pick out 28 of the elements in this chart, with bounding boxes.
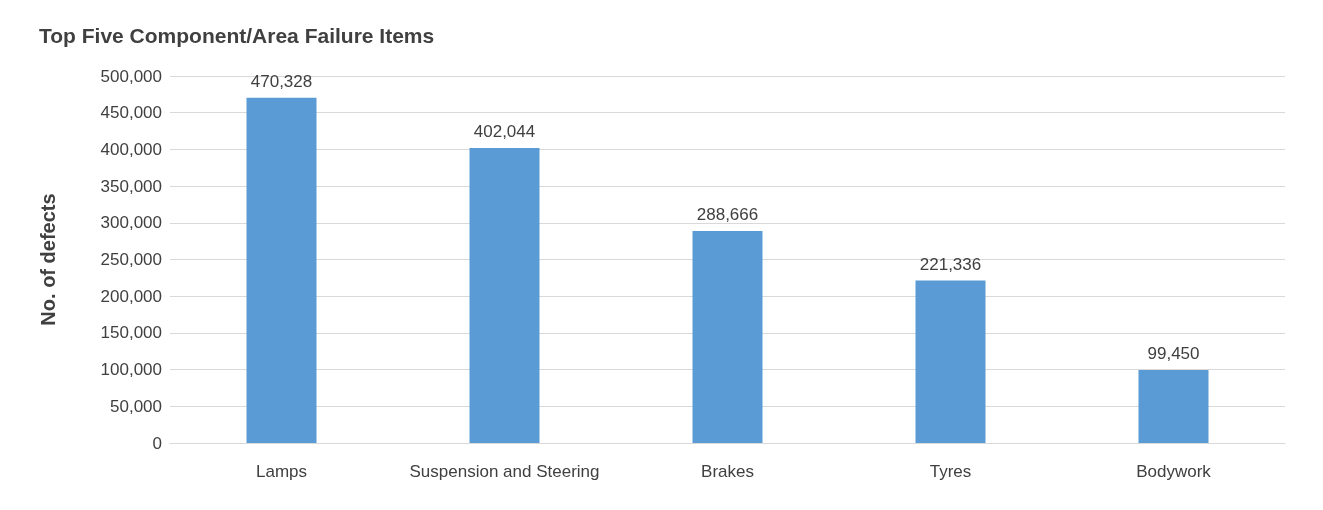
x-tick-label: Tyres [929, 462, 972, 481]
y-tick-label: 250,000 [100, 250, 162, 269]
x-tick-label: Suspension and Steering [409, 462, 600, 481]
x-tick-label: Lamps [255, 462, 308, 481]
y-tick-label: 400,000 [100, 139, 162, 159]
y-tick-label: 500,000 [100, 66, 162, 86]
y-tick-label: 300,000 [100, 213, 162, 233]
y-tick-label: 50,000 [110, 396, 162, 416]
bar [692, 231, 763, 443]
y-tick-label: 150,000 [100, 323, 162, 343]
x-tick-label: Brakes [701, 462, 754, 481]
bar [915, 280, 986, 443]
bar [246, 97, 317, 443]
bar [469, 147, 540, 443]
data-label: 288,666 [696, 205, 759, 225]
data-label: 402,044 [473, 121, 536, 141]
chart-title: Top Five Component/Area Failure Items [39, 24, 435, 47]
y-axis-title: No. of defects [37, 193, 59, 326]
data-label: 470,328 [250, 71, 313, 91]
bar [1138, 370, 1209, 443]
data-label: 99,450 [1147, 344, 1200, 363]
y-tick-label: 0 [152, 433, 162, 453]
data-label: 221,336 [919, 254, 982, 274]
y-tick-label: 200,000 [100, 286, 162, 306]
y-tick-label: 350,000 [100, 176, 162, 196]
y-tick-label: 450,000 [100, 103, 162, 123]
y-tick-label: 100,000 [100, 360, 162, 380]
x-tick-label: Bodywork [1136, 462, 1212, 481]
